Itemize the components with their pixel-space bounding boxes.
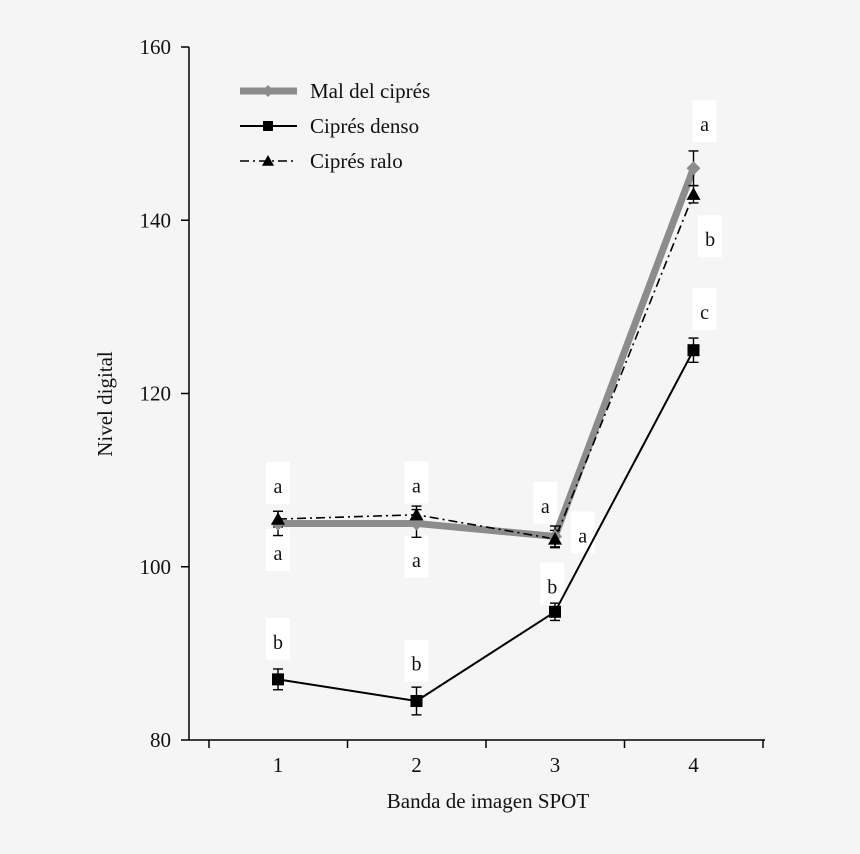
significance-letter: a bbox=[412, 550, 421, 572]
data-markers bbox=[271, 161, 701, 708]
significance-letter: a bbox=[274, 543, 283, 565]
legend-marker bbox=[262, 85, 274, 97]
data-point-square bbox=[687, 344, 700, 357]
annotation-background bbox=[266, 462, 290, 505]
data-point-square bbox=[549, 605, 561, 618]
y-tick-label: 140 bbox=[140, 208, 172, 232]
annotation-background bbox=[404, 535, 429, 578]
significance-labels: a a b a a b a a b a b c bbox=[273, 114, 715, 676]
legend-label: Ciprés ralo bbox=[310, 149, 403, 173]
significance-letter: b bbox=[412, 654, 422, 676]
x-tick-label: 2 bbox=[411, 753, 422, 777]
annotation-background bbox=[404, 461, 429, 504]
annotation-background bbox=[692, 288, 717, 331]
annotation-background bbox=[540, 562, 565, 605]
significance-letter: a bbox=[700, 114, 709, 136]
y-tick-label: 100 bbox=[140, 555, 172, 579]
significance-letter: a bbox=[412, 475, 421, 497]
series-line-2 bbox=[277, 349, 695, 703]
legend: Mal del ciprés Ciprés denso Ciprés ralo bbox=[240, 79, 430, 173]
error-bars bbox=[273, 150, 699, 716]
annotation-background bbox=[698, 215, 723, 258]
legend-entry: Mal del ciprés bbox=[240, 79, 430, 103]
y-tick-label: 80 bbox=[150, 728, 171, 752]
significance-letter: b bbox=[705, 229, 715, 251]
series-line-3 bbox=[277, 193, 695, 540]
x-axis-label: Banda de imagen SPOT bbox=[387, 789, 590, 813]
legend-entry: Ciprés denso bbox=[240, 114, 419, 138]
y-ticks: 80 100 120 140 160 bbox=[140, 35, 189, 752]
significance-letter: a bbox=[578, 525, 587, 547]
y-tick-label: 160 bbox=[140, 35, 172, 59]
data-point-triangle bbox=[271, 512, 285, 525]
x-tick-label: 1 bbox=[273, 753, 284, 777]
data-point-diamond bbox=[686, 161, 701, 176]
data-point-triangle bbox=[686, 187, 701, 200]
legend-entry: Ciprés ralo bbox=[240, 149, 403, 173]
data-point-triangle bbox=[548, 532, 562, 545]
legend-marker bbox=[262, 155, 274, 166]
series-line-1 bbox=[278, 167, 697, 540]
legend-marker bbox=[263, 121, 273, 131]
legend-label: Ciprés denso bbox=[310, 114, 419, 138]
y-axis-label: Nivel digital bbox=[93, 351, 117, 457]
y-tick-label: 120 bbox=[140, 382, 172, 406]
significance-letter: c bbox=[700, 302, 709, 324]
data-point-triangle bbox=[409, 507, 424, 521]
annotation-background bbox=[533, 482, 558, 525]
significance-letter: a bbox=[274, 476, 283, 498]
annotation-background bbox=[266, 618, 290, 661]
legend-label: Mal del ciprés bbox=[310, 79, 430, 103]
x-ticks: 1 2 3 4 bbox=[208, 740, 764, 777]
data-point-square bbox=[410, 695, 423, 708]
annotation-background bbox=[692, 100, 717, 143]
annotation-backgrounds bbox=[266, 100, 723, 682]
significance-letter: a bbox=[541, 496, 550, 518]
x-tick-label: 4 bbox=[688, 753, 699, 777]
significance-letter: b bbox=[273, 632, 283, 654]
significance-letter: b bbox=[547, 577, 557, 599]
x-tick-label: 3 bbox=[550, 753, 561, 777]
series-lines bbox=[277, 167, 697, 703]
data-point-square bbox=[272, 673, 284, 686]
annotation-background bbox=[404, 639, 429, 682]
